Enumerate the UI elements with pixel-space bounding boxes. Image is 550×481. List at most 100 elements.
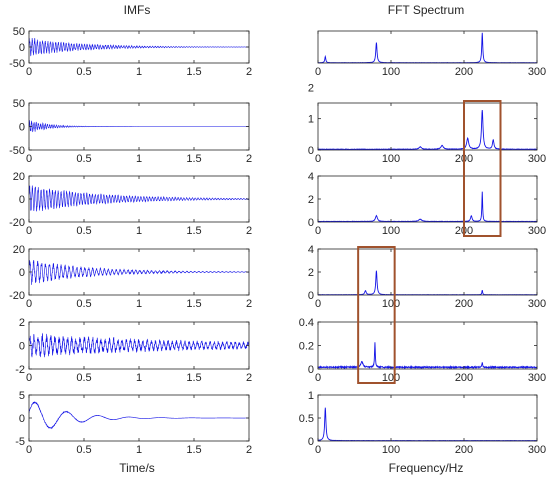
- x-tick-label: 0: [315, 372, 321, 384]
- y-tick-label: -50: [9, 145, 25, 157]
- x-tick-label: 200: [455, 298, 473, 310]
- x-tick-label: 2: [246, 372, 252, 384]
- y-tick-label: 0: [19, 194, 25, 206]
- x-tick-label: 200: [455, 444, 473, 456]
- x-tick-label: 2: [246, 153, 252, 165]
- x-tick-label: 0.5: [76, 225, 91, 237]
- y-tick-label: 2: [308, 267, 314, 279]
- x-tick-label: 1.5: [186, 298, 201, 310]
- y-tick-label: 0.4: [299, 317, 314, 329]
- x-tick-label: 0: [26, 225, 32, 237]
- x-tick-label: 0: [26, 66, 32, 78]
- y-tick-label: 50: [13, 26, 25, 38]
- y-tick-label: 4: [308, 244, 314, 256]
- axes-frame: [317, 102, 538, 151]
- left-x-axis-label: Time/s: [119, 461, 155, 475]
- subplot-imf-5: 0 0.5 1 1.5 220-2: [15, 317, 252, 384]
- y-tick-label: 0: [19, 42, 25, 54]
- y-tick-label: 0: [308, 145, 314, 157]
- highlight-box: [357, 246, 396, 384]
- x-tick-label: 300: [528, 66, 546, 78]
- x-tick-label: 1.5: [186, 153, 201, 165]
- y-tick-label: 0: [19, 341, 25, 353]
- series-line: [28, 185, 250, 212]
- y-tick-label: 20: [13, 171, 25, 183]
- series-line: [317, 32, 538, 64]
- x-tick-label: 300: [528, 372, 546, 384]
- x-tick-label: 0: [315, 66, 321, 78]
- x-tick-label: 1: [136, 372, 142, 384]
- series-line: [317, 191, 538, 223]
- x-tick-label: 1.5: [186, 444, 201, 456]
- subplot-fft-6: 0 100 200 300 1 0.5 0: [299, 390, 546, 456]
- right-column-title: FFT Spectrum: [388, 3, 464, 17]
- series-line: [317, 407, 538, 442]
- x-tick-label: 300: [528, 444, 546, 456]
- y-tick-label: 1: [308, 390, 314, 402]
- y-tick-label: -5: [15, 436, 25, 448]
- x-tick-label: 100: [382, 298, 400, 310]
- x-tick-label: 0: [315, 225, 321, 237]
- x-tick-label: 1: [136, 225, 142, 237]
- axes-frame: [317, 394, 538, 442]
- y-tick-label: 0: [308, 364, 314, 376]
- subplot-fft-4: 0 100 200 300 4 2 0: [308, 244, 546, 310]
- y-tick-label: 0: [308, 217, 314, 229]
- y-tick-label: -2: [15, 364, 25, 376]
- x-tick-label: 200: [455, 66, 473, 78]
- x-tick-label: 100: [382, 66, 400, 78]
- series-line: [317, 270, 538, 296]
- subplot-imf-6: 0 0.5 1 1.5 250-5: [15, 390, 252, 456]
- x-tick-label: 0: [26, 444, 32, 456]
- x-tick-label: 0.5: [76, 153, 91, 165]
- y-tick-label: 0.2: [299, 341, 314, 353]
- right-x-axis-label: Frequency/Hz: [389, 461, 464, 475]
- y-tick-label: 5: [19, 390, 25, 402]
- x-tick-label: 100: [382, 225, 400, 237]
- x-tick-label: 100: [382, 444, 400, 456]
- x-tick-label: 0: [315, 153, 321, 165]
- series-line: [317, 109, 538, 151]
- series-line: [28, 120, 249, 133]
- axes-frame: [317, 321, 538, 370]
- subplot-fft-1: 0 100 200 300: [315, 30, 546, 78]
- x-tick-label: 0: [26, 298, 32, 310]
- y-tick-label: 0: [19, 413, 25, 425]
- axes-frame: [317, 248, 538, 296]
- series-line: [28, 260, 250, 285]
- x-tick-label: 0: [315, 298, 321, 310]
- y-tick-label: 20: [13, 244, 25, 256]
- x-tick-label: 0: [26, 153, 32, 165]
- y-tick-label: 50: [13, 98, 25, 110]
- y-tick-label: 0.5: [299, 413, 314, 425]
- y-tick-label: 4: [308, 171, 314, 183]
- y-tick-label: 2: [19, 317, 25, 329]
- x-tick-label: 2: [246, 444, 252, 456]
- x-tick-label: 1.5: [186, 225, 201, 237]
- x-tick-label: 1.5: [186, 66, 201, 78]
- x-tick-label: 300: [528, 298, 546, 310]
- y-tick-label: -50: [9, 58, 25, 70]
- series-line: [317, 342, 538, 370]
- y-tick-label: 0: [308, 290, 314, 302]
- y-tick-label: 1: [308, 114, 314, 126]
- x-tick-label: 1: [136, 298, 142, 310]
- y-tick-label: -20: [9, 290, 25, 302]
- series-line: [28, 401, 249, 430]
- x-tick-label: 1: [136, 444, 142, 456]
- x-tick-label: 300: [528, 153, 546, 165]
- x-tick-label: 0.5: [76, 298, 91, 310]
- y-tick-label: 2: [308, 194, 314, 206]
- series-line: [28, 38, 250, 57]
- y-tick-label: 0: [308, 436, 314, 448]
- x-tick-label: 0: [26, 372, 32, 384]
- x-tick-label: 0.5: [76, 372, 91, 384]
- x-tick-label: 1.5: [186, 372, 201, 384]
